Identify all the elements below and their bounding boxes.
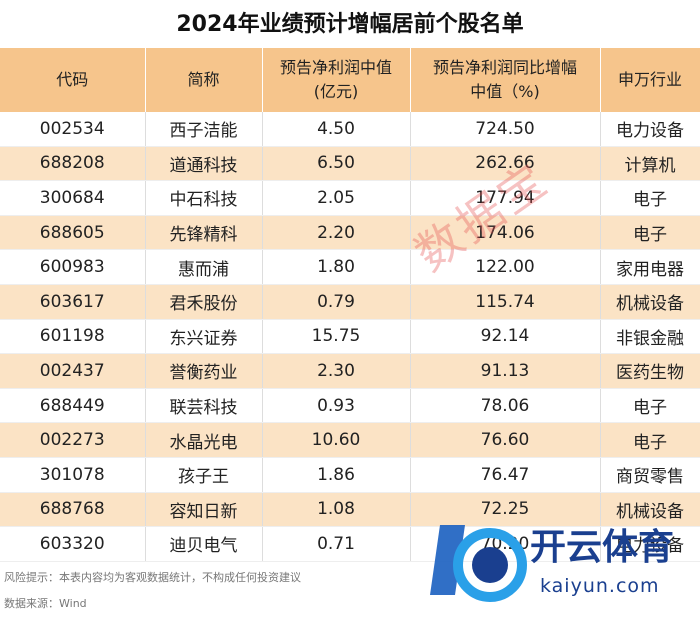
- table-cell: 计算机: [600, 146, 700, 182]
- table-cell: 1.08: [262, 492, 411, 528]
- table-row: 002534 西子洁能 4.50 724.50 电力设备: [0, 112, 700, 147]
- table-cell: 688208: [0, 146, 146, 182]
- table-cell: 15.75: [262, 319, 411, 355]
- table-cell: 迪贝电气: [145, 526, 263, 562]
- table-cell: 君禾股份: [145, 284, 263, 320]
- table-cell: 1.86: [262, 457, 411, 493]
- table-cell: 医药生物: [600, 353, 700, 389]
- table-cell: 603617: [0, 284, 146, 320]
- table-cell: 76.47: [410, 457, 601, 493]
- logo-url: kaiyun.com: [540, 575, 660, 597]
- table-cell: 西子洁能: [145, 112, 263, 147]
- table-cell: 0.71: [262, 526, 411, 562]
- table-cell: 先锋精科: [145, 215, 263, 251]
- table-cell: 2.30: [262, 353, 411, 389]
- table-cell: 262.66: [410, 146, 601, 182]
- table-cell: 122.00: [410, 249, 601, 285]
- table-cell: 002437: [0, 353, 146, 389]
- column-header: 申万行业: [600, 48, 700, 112]
- table-cell: 10.60: [262, 422, 411, 458]
- column-header: 预告净利润同比增幅 中值（%): [410, 48, 601, 112]
- table-cell: 688449: [0, 388, 146, 424]
- table-row: 603617 君禾股份 0.79 115.74 机械设备: [0, 284, 700, 320]
- source-note: 数据来源：Wind: [4, 597, 87, 610]
- risk-note: 风险提示：本表内容均为客观数据统计，不构成任何投资建议: [4, 571, 301, 584]
- table-cell: 002534: [0, 112, 146, 147]
- table-cell: 724.50: [410, 112, 601, 147]
- table-cell: 78.06: [410, 388, 601, 424]
- table-cell: 容知日新: [145, 492, 263, 528]
- table-cell: 177.94: [410, 180, 601, 216]
- table-cell: 孩子王: [145, 457, 263, 493]
- table-cell: 688605: [0, 215, 146, 251]
- table-row: 002273 水晶光电 10.60 76.60 电子: [0, 422, 700, 458]
- table-row: 600983 惠而浦 1.80 122.00 家用电器: [0, 249, 700, 285]
- table-row: 601198 东兴证券 15.75 92.14 非银金融: [0, 319, 700, 355]
- table-cell: 联芸科技: [145, 388, 263, 424]
- table-cell: 91.13: [410, 353, 601, 389]
- table-cell: 电子: [600, 422, 700, 458]
- table-cell: 301078: [0, 457, 146, 493]
- table-cell: 174.06: [410, 215, 601, 251]
- table-cell: 1.80: [262, 249, 411, 285]
- table-cell: 2.20: [262, 215, 411, 251]
- table-row: 002437 誉衡药业 2.30 91.13 医药生物: [0, 353, 700, 389]
- table-cell: 商贸零售: [600, 457, 700, 493]
- table-cell: 电力设备: [600, 112, 700, 147]
- column-header: 简称: [145, 48, 263, 112]
- table-cell: 电子: [600, 180, 700, 216]
- table-cell: 2.05: [262, 180, 411, 216]
- table-cell: 0.79: [262, 284, 411, 320]
- title: 2024年业绩预计增幅居前个股名单: [176, 12, 524, 37]
- table-row: 688605 先锋精科 2.20 174.06 电子: [0, 215, 700, 251]
- table-cell: 0.93: [262, 388, 411, 424]
- table-cell: 603320: [0, 526, 146, 562]
- table-cell: 家用电器: [600, 249, 700, 285]
- table-cell: 电子: [600, 388, 700, 424]
- table-cell: 非银金融: [600, 319, 700, 355]
- table-cell: 300684: [0, 180, 146, 216]
- table-cell: 002273: [0, 422, 146, 458]
- table-cell: 中石科技: [145, 180, 263, 216]
- table-cell: 688768: [0, 492, 146, 528]
- table-cell: 电子: [600, 215, 700, 251]
- table-row: 300684 中石科技 2.05 177.94 电子: [0, 180, 700, 216]
- logo-graphic: [430, 525, 527, 602]
- column-header: 预告净利润中值 (亿元): [262, 48, 411, 112]
- table-cell: 道通科技: [145, 146, 263, 182]
- table-cell: 76.60: [410, 422, 601, 458]
- table-cell: 6.50: [262, 146, 411, 182]
- table-cell: 机械设备: [600, 492, 700, 528]
- table-row: 301078 孩子王 1.86 76.47 商贸零售: [0, 457, 700, 493]
- table-row: 688449 联芸科技 0.93 78.06 电子: [0, 388, 700, 424]
- table-cell: 电力设备: [600, 526, 700, 562]
- table-cell: 水晶光电: [145, 422, 263, 458]
- table: 代码 简称 预告净利润中值 (亿元) 预告净利润同比增幅 中值（%) 申万行业 0025…: [0, 48, 700, 562]
- table-row: 688208 道通科技 6.50 262.66 计算机: [0, 146, 700, 182]
- table-row: 688768 容知日新 1.08 72.25 机械设备: [0, 492, 700, 528]
- table-cell: 誉衡药业: [145, 353, 263, 389]
- table-cell: 机械设备: [600, 284, 700, 320]
- table-cell: 601198: [0, 319, 146, 355]
- column-header: 代码: [0, 48, 146, 112]
- table-cell: 92.14: [410, 319, 601, 355]
- logo-name: 开云体育: [530, 527, 675, 568]
- header-row: 代码 简称 预告净利润中值 (亿元) 预告净利润同比增幅 中值（%) 申万行业: [0, 48, 700, 112]
- table-cell: 115.74: [410, 284, 601, 320]
- table-cell: 惠而浦: [145, 249, 263, 285]
- table-cell: 东兴证券: [145, 319, 263, 355]
- table-cell: 72.25: [410, 492, 601, 528]
- table-cell: 600983: [0, 249, 146, 285]
- table-cell: 4.50: [262, 112, 411, 147]
